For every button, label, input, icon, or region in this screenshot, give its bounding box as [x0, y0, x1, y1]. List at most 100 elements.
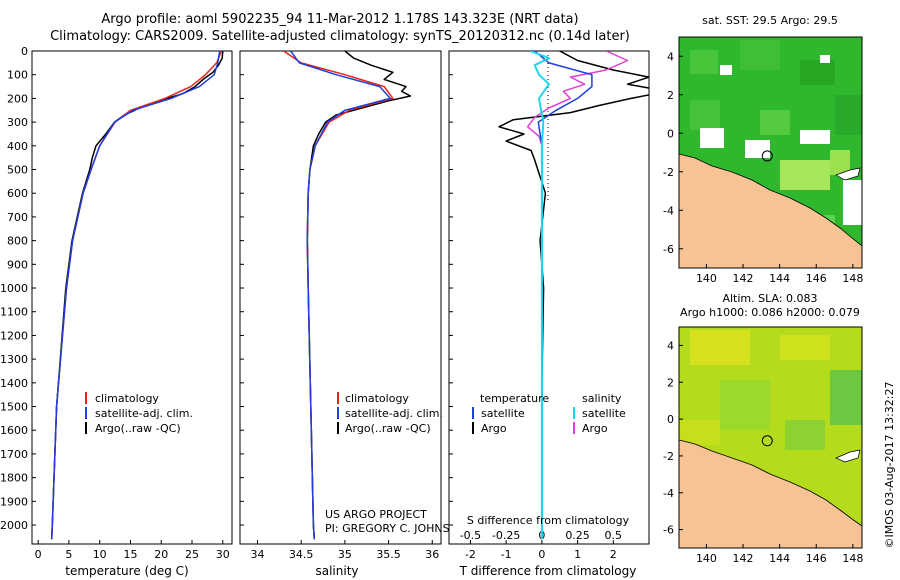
sst-map-frame	[678, 36, 863, 269]
depth-tick-label: 1400	[0, 377, 28, 390]
legend-label-t-argo: Argo	[481, 422, 507, 435]
depth-tick-label: 0	[21, 45, 28, 58]
difference-legend: temperature satellite Argo salinity sate…	[472, 392, 626, 435]
depth-tick-label: 2000	[0, 519, 28, 532]
map-x-tick-label: 144	[769, 272, 790, 285]
map-y-tick-label: -6	[663, 524, 674, 537]
salinity-depth-ticks	[240, 50, 244, 526]
map-x-tick-label: 142	[733, 272, 754, 285]
depth-tick-label: 1300	[0, 353, 28, 366]
difference-depth-ticks	[449, 50, 453, 526]
map-y-tick-label: 4	[667, 339, 674, 352]
x-tick-label: 0	[538, 548, 545, 561]
map-y-tick-label: 4	[667, 50, 674, 63]
temperature-legend: climatology satellite-adj. clim. Argo(..…	[85, 392, 193, 435]
salinity-x-label: salinity	[315, 564, 358, 578]
temperature-x-label: temperature (deg C)	[65, 564, 188, 578]
x-tick-label: 34	[250, 548, 264, 561]
depth-tick-label: 1500	[0, 401, 28, 414]
x-tick-label: 0	[35, 548, 42, 561]
legend-label-satellite: satellite-adj. clim.	[95, 407, 193, 420]
map-x-tick-label: 144	[769, 552, 790, 565]
temperature-x-axis: 0 5 10 15 20 25 30	[35, 540, 230, 561]
figure-title-line2: Climatology: CARS2009. Satellite-adjuste…	[50, 29, 630, 44]
series-line-satellite-adj-clim-	[50, 51, 221, 540]
s-tick-label: 0.5	[605, 529, 623, 542]
s-tick-label: 0.25	[565, 529, 590, 542]
depth-tick-label: 800	[7, 235, 28, 248]
argo-location-marker	[761, 150, 773, 162]
sst-island	[835, 167, 861, 181]
x-tick-label: 30	[216, 548, 230, 561]
x-tick-label: -2	[465, 548, 476, 561]
temperature-plot-frame	[31, 50, 233, 545]
legend-label-s-satellite: satellite	[582, 407, 626, 420]
argo-location-marker	[761, 435, 773, 447]
difference-series	[498, 51, 649, 540]
x-tick-label: 2	[610, 548, 617, 561]
depth-tick-label: 400	[7, 140, 28, 153]
map-x-tick-label: 140	[696, 272, 717, 285]
legend-label-climatology: climatology	[345, 392, 409, 405]
x-tick-label: 10	[93, 548, 107, 561]
depth-tick-label: 900	[7, 258, 28, 271]
map-y-tick-label: -4	[663, 204, 674, 217]
x-tick-label: 35	[338, 548, 352, 561]
depth-tick-label: 500	[7, 164, 28, 177]
series-line-s-satellite	[530, 51, 550, 540]
legend-label-climatology: climatology	[95, 392, 159, 405]
legend-salinity-heading: salinity	[582, 392, 622, 405]
sst-map-texture	[690, 40, 862, 227]
salinity-legend: climatology satellite-adj. clim. Argo(..…	[337, 392, 443, 435]
x-tick-label: -1	[501, 548, 512, 561]
sla-map-title-line2: Argo h1000: 0.086 h2000: 0.079	[680, 306, 860, 319]
sla-map-title-line1: Altim. SLA: 0.083	[722, 292, 817, 305]
map-x-tick-label: 146	[806, 272, 827, 285]
x-tick-label: 36	[425, 548, 439, 561]
depth-tick-label: 1200	[0, 329, 28, 342]
sst-map-title: sat. SST: 29.5 Argo: 29.5	[702, 14, 838, 27]
x-tick-label: 35.5	[376, 548, 401, 561]
difference-plot-frame	[448, 50, 650, 545]
map-x-tick-label: 148	[842, 552, 863, 565]
depth-tick-label: 1100	[0, 306, 28, 319]
map-y-tick-label: 0	[667, 127, 674, 140]
depth-tick-label: 600	[7, 187, 28, 200]
map-x-tick-label: 146	[806, 552, 827, 565]
depth-tick-label: 1900	[0, 495, 28, 508]
legend-temperature-heading: temperature	[480, 392, 549, 405]
depth-tick-label: 300	[7, 116, 28, 129]
depth-tick-label: 1600	[0, 424, 28, 437]
sla-map-frame	[678, 326, 863, 549]
map-x-tick-label: 142	[733, 552, 754, 565]
s-difference-label: S difference from climatology	[467, 514, 630, 527]
x-tick-label: 20	[154, 548, 168, 561]
difference-panel: -2 -1 0 1 2-0.5 -0.25 0 0.25 0.5 S difference fr…	[448, 50, 650, 578]
map-y-tick-label: 2	[667, 89, 674, 102]
salinity-x-axis: 34 34.5 35 35.5 36	[250, 540, 439, 561]
depth-axis: 0 100 200 300 400 500 600 700 800 900 1000 1100 1200…	[0, 45, 36, 532]
sla-map-panel: Altim. SLA: 0.083 Argo h1000: 0.086 h200…	[663, 292, 863, 565]
map-y-tick-label: -2	[663, 450, 674, 463]
x-tick-label: 34.5	[289, 548, 314, 561]
pi-label: PI: GREGORY C. JOHNSON	[325, 522, 466, 535]
series-line-satellite-adj-clim-	[290, 51, 392, 540]
sla-island	[835, 449, 861, 463]
legend-label-s-argo: Argo	[582, 422, 608, 435]
figure-title-line1: Argo profile: aoml 5902235_94 11-Mar-201…	[101, 12, 579, 27]
x-tick-label: 25	[185, 548, 199, 561]
salinity-plot-frame	[239, 50, 442, 545]
copyright-credit: ©IMOS 03-Aug-2017 13:32:27	[883, 382, 896, 549]
difference-x-axis: -2 -1 0 1 2-0.5 -0.25 0 0.25 0.5	[460, 529, 622, 561]
sst-map-panel: sat. SST: 29.5 Argo: 29.5 140 142 144 146 14…	[663, 14, 863, 285]
salinity-series	[283, 51, 412, 540]
map-x-tick-label: 140	[696, 552, 717, 565]
map-x-tick-label: 148	[842, 272, 863, 285]
s-tick-label: -0.25	[492, 529, 520, 542]
sst-map-axes: 140 142 144 146 148 4 2 0 -2 -4 -6	[663, 50, 863, 285]
temperature-series	[50, 51, 224, 540]
depth-tick-label: 100	[7, 69, 28, 82]
salinity-panel: 34 34.5 35 35.5 36 salinity climatology sate…	[239, 50, 466, 578]
map-y-tick-label: 0	[667, 413, 674, 426]
